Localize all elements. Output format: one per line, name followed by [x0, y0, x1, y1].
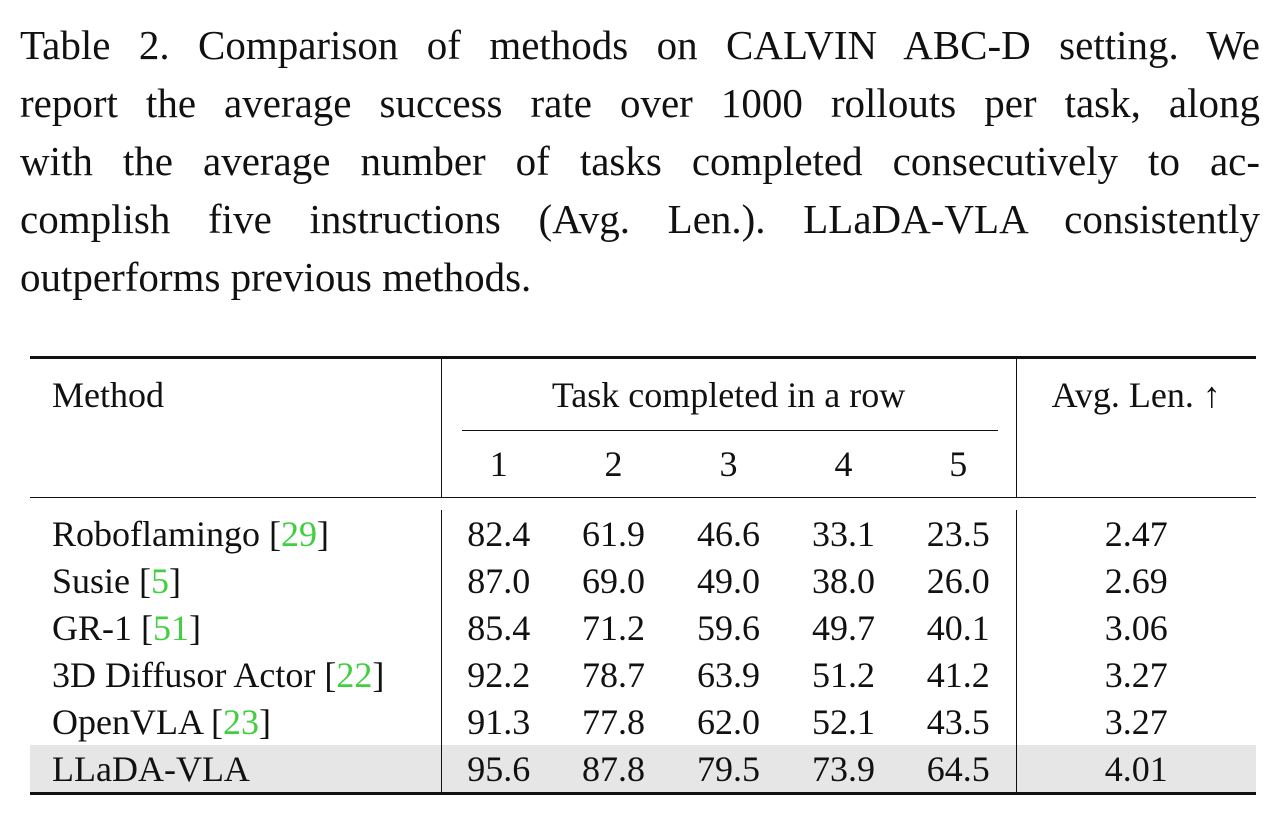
avg-len-cell: 3.27: [1015, 698, 1256, 745]
header-method-blank: [30, 431, 442, 498]
citation-link[interactable]: 29: [280, 513, 317, 554]
table-caption: Table 2. Comparison of methods on CALVIN…: [20, 16, 1260, 306]
value-cell: 92.2: [467, 654, 531, 695]
value-cell: 91.3: [467, 701, 531, 742]
method-name-cell: OpenVLA [23]: [30, 698, 442, 745]
table-body: Roboflamingo [29] 82.4 61.9 46.6 33.1 23.5 2.4…: [30, 510, 1256, 794]
value-cell: 40.1: [926, 607, 990, 648]
citation-link[interactable]: 23: [222, 701, 259, 742]
value-cell: 59.6: [697, 607, 760, 648]
table-row: 3D Diffusor Actor [22] 92.2 78.7 63.9 51.2 41…: [30, 651, 1256, 698]
header-row-2: 1 2 3 4 5: [30, 431, 1256, 498]
avg-len-cell: 4.01: [1015, 745, 1256, 794]
method-name-cell: Susie [5]: [30, 557, 442, 604]
table-row: OpenVLA [23] 91.3 77.8 62.0 52.1 43.5 3.27: [30, 698, 1256, 745]
header-row-1: Method Task completed in a row Avg. Len.…: [30, 359, 1256, 431]
header-subcol: 1: [489, 444, 508, 484]
method-name: GR-1: [52, 607, 132, 648]
caption-line-3: with the average number of tasks complet…: [20, 138, 1260, 184]
results-table-container: Method Task completed in a row Avg. Len.…: [30, 356, 1256, 796]
method-name: 3D Diffusor Actor: [52, 654, 316, 695]
value-cell: 64.5: [901, 745, 1016, 794]
table-row: Roboflamingo [29] 82.4 61.9 46.6 33.1 23.5 2.4…: [30, 510, 1256, 557]
value-cell: 62.0: [697, 701, 760, 742]
method-name: LLaDA-VLA: [52, 748, 250, 789]
value-cell: 52.1: [812, 701, 875, 742]
value-cell: 26.0: [926, 560, 990, 601]
value-cell: 46.6: [697, 513, 760, 554]
value-cell: 33.1: [812, 513, 875, 554]
value-cell: 61.9: [582, 513, 645, 554]
value-cell: 63.9: [697, 654, 760, 695]
value-cell: 77.8: [582, 701, 645, 742]
value-cell: 85.4: [467, 607, 531, 648]
header-method: Method: [30, 359, 442, 431]
caption-line-4: complish five instructions (Avg. Len.). …: [20, 196, 1260, 242]
value-cell: 49.0: [697, 560, 760, 601]
method-name-cell: LLaDA-VLA: [30, 745, 442, 794]
header-avg-blank: [1015, 431, 1256, 498]
value-cell: 43.5: [926, 701, 990, 742]
header-subcol: 5: [949, 444, 968, 484]
header-subcol: 2: [604, 444, 623, 484]
caption-line-5: outperforms previous methods.: [20, 254, 532, 300]
header-avg-len: Avg. Len. ↑: [1015, 359, 1256, 431]
method-name: Roboflamingo: [52, 513, 260, 554]
header-task-group: Task completed in a row: [441, 359, 1016, 431]
value-cell: 69.0: [582, 560, 645, 601]
avg-len-cell: 2.47: [1015, 510, 1256, 557]
caption-line-1: Table 2. Comparison of methods on CALVIN…: [20, 22, 1260, 68]
caption-line-2: report the average success rate over 100…: [20, 80, 1260, 126]
method-name-cell: 3D Diffusor Actor [22]: [30, 651, 442, 698]
header-group-underline: [461, 430, 998, 431]
citation-link[interactable]: 5: [151, 560, 170, 601]
value-cell: 38.0: [812, 560, 875, 601]
value-cell: 78.7: [582, 654, 645, 695]
value-cell: 95.6: [441, 745, 556, 794]
avg-len-cell: 2.69: [1015, 557, 1256, 604]
header-task-group-label: Task completed in a row: [551, 375, 906, 415]
value-cell: 71.2: [582, 607, 645, 648]
value-cell: 73.9: [786, 745, 901, 794]
header-subcol: 3: [719, 444, 738, 484]
table-row: GR-1 [51] 85.4 71.2 59.6 49.7 40.1 3.06: [30, 604, 1256, 651]
table-row: LLaDA-VLA 95.6 87.8 79.5 73.9 64.5 4.01: [30, 745, 1256, 794]
value-cell: 51.2: [812, 654, 875, 695]
avg-len-cell: 3.06: [1015, 604, 1256, 651]
value-cell: 23.5: [926, 513, 990, 554]
method-name: OpenVLA: [52, 701, 202, 742]
value-cell: 82.4: [467, 513, 531, 554]
citation-link[interactable]: 22: [336, 654, 373, 695]
value-cell: 87.8: [556, 745, 671, 794]
table-row: Susie [5] 87.0 69.0 49.0 38.0 26.0 2.69: [30, 557, 1256, 604]
value-cell: 41.2: [926, 654, 990, 695]
value-cell: 79.5: [671, 745, 786, 794]
value-cell: 87.0: [467, 560, 531, 601]
results-table: Method Task completed in a row Avg. Len.…: [30, 356, 1256, 796]
citation-link[interactable]: 51: [153, 607, 189, 648]
method-name: Susie: [52, 560, 131, 601]
method-name-cell: Roboflamingo [29]: [30, 510, 442, 557]
value-cell: 49.7: [812, 607, 875, 648]
avg-len-cell: 3.27: [1015, 651, 1256, 698]
header-subcol: 4: [834, 444, 853, 484]
method-name-cell: GR-1 [51]: [30, 604, 442, 651]
